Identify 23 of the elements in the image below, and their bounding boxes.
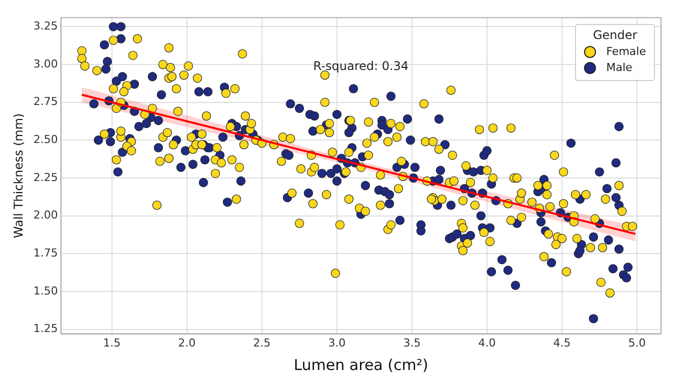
x-tick-label: 4.0: [478, 336, 496, 350]
x-tick-label: 2.5: [253, 336, 271, 350]
x-tick-label: 4.5: [553, 336, 571, 350]
y-tick-label: 1.50: [33, 284, 58, 298]
x-tick-label: 1.5: [103, 336, 121, 350]
legend-title: Gender: [592, 28, 638, 42]
annotation: R-squared: 0.34: [313, 58, 409, 73]
y-tick-label: 3.25: [33, 20, 58, 33]
x-tick-label: 3.5: [403, 336, 421, 350]
y-tick-label: 2.75: [33, 95, 58, 108]
y-axis-title: Wall Thickness (mm): [11, 113, 26, 238]
x-tick-label: 5.0: [628, 336, 646, 350]
x-tick-label: 3.0: [328, 336, 346, 350]
y-tick-label: 1.75: [33, 246, 58, 260]
x-tick-label: 2.0: [178, 336, 196, 350]
y-tick-label: 2.00: [33, 208, 58, 222]
legend-label: Female: [606, 44, 646, 60]
x-axis-title: Lumen area (cm²): [294, 356, 428, 374]
y-tick-label: 3.00: [33, 57, 58, 70]
y-tick-label: 2.25: [33, 170, 58, 184]
y-tick-label: 1.25: [33, 322, 58, 336]
legend-label: Male: [606, 60, 632, 76]
y-tick-label: 2.50: [33, 133, 58, 146]
